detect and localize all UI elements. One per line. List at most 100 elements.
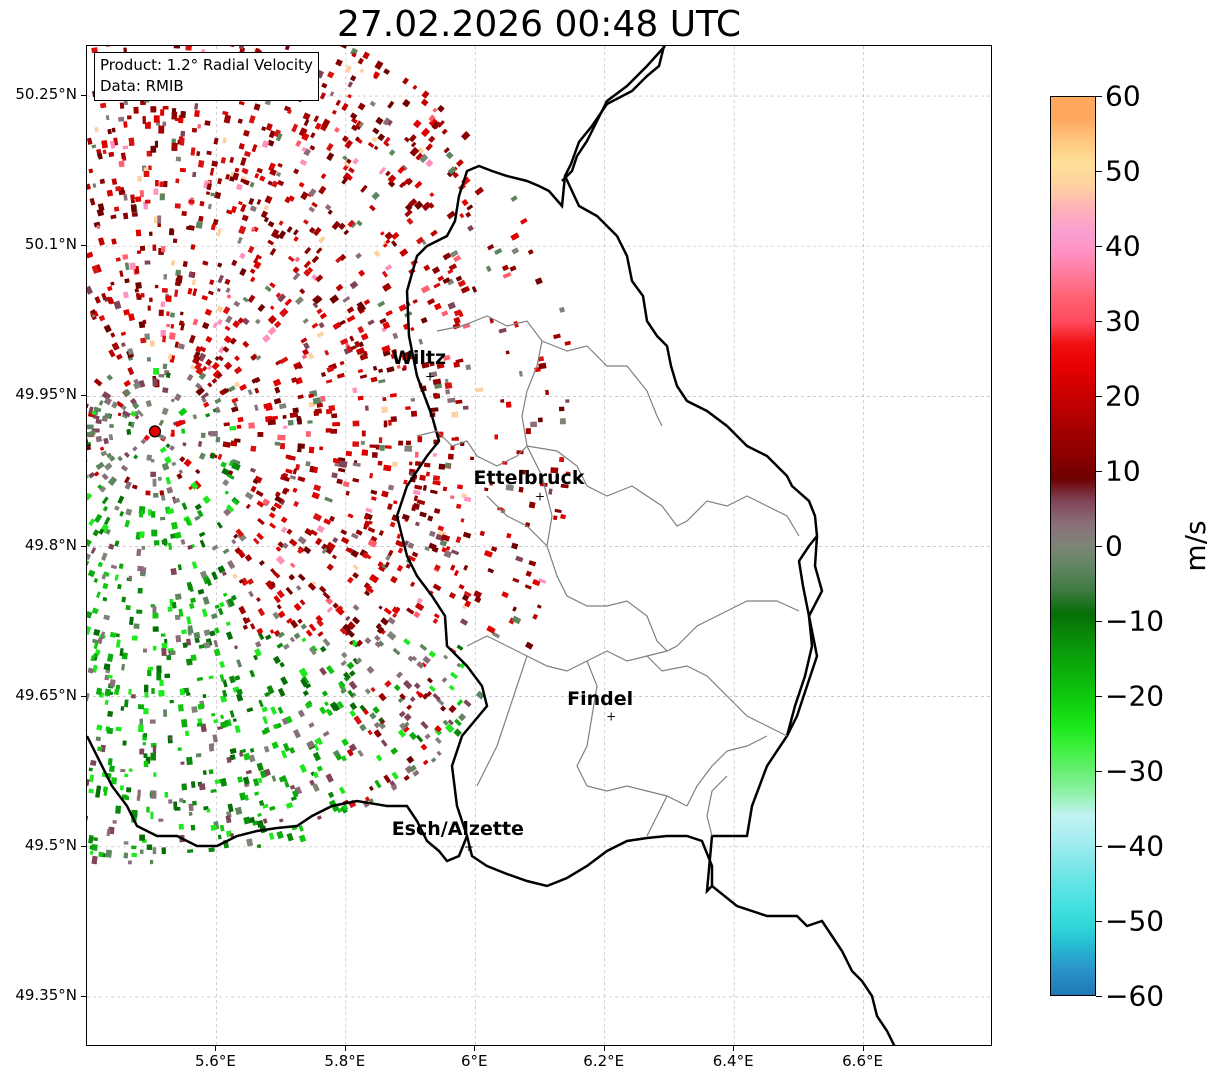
echo-pixel <box>107 128 112 135</box>
echo-pixel <box>196 676 204 682</box>
echo-pixel <box>293 632 301 640</box>
echo-pixel <box>100 102 107 109</box>
echo-pixel <box>305 461 311 467</box>
echo-pixel <box>225 287 231 294</box>
echo-pixel <box>367 729 373 736</box>
lon-tick <box>603 1046 605 1051</box>
echo-pixel <box>284 298 293 306</box>
echo-pixel <box>473 590 482 599</box>
echo-pixel <box>298 834 307 843</box>
echo-pixel <box>528 560 537 567</box>
echo-pixel <box>125 795 130 801</box>
echo-pixel <box>149 340 155 347</box>
echo-pixel <box>95 785 102 793</box>
echo-pixel <box>119 648 124 657</box>
echo-pixel <box>163 180 168 188</box>
echo-pixel <box>538 578 547 584</box>
echo-pixel <box>548 488 553 495</box>
echo-pixel <box>130 204 137 213</box>
echo-pixel <box>309 779 315 786</box>
echo-pixel <box>428 650 437 658</box>
echo-pixel <box>144 333 151 340</box>
echo-pixel <box>372 706 380 714</box>
echo-pixel <box>217 274 224 284</box>
echo-pixel <box>502 272 512 279</box>
echo-pixel <box>311 201 318 208</box>
echo-pixel <box>360 184 368 193</box>
echo-pixel <box>87 538 92 547</box>
echo-pixel <box>383 774 392 784</box>
echo-pixel <box>139 245 146 251</box>
echo-pixel <box>538 417 543 423</box>
echo-pixel <box>115 684 121 691</box>
echo-pixel <box>281 488 289 495</box>
echo-pixel <box>565 471 571 476</box>
echo-pixel <box>372 365 378 371</box>
echo-pixel <box>278 776 285 783</box>
echo-pixel <box>117 116 125 122</box>
echo-pixel <box>391 771 399 780</box>
echo-pixel <box>151 688 155 694</box>
echo-pixel <box>352 441 360 447</box>
echo-pixel <box>194 361 203 371</box>
echo-pixel <box>338 222 346 230</box>
echo-pixel <box>236 688 243 696</box>
echo-pixel <box>304 246 312 255</box>
echo-pixel <box>106 296 114 304</box>
echo-pixel <box>163 538 168 546</box>
echo-pixel <box>258 699 264 708</box>
echo-pixel <box>420 743 428 751</box>
echo-pixel <box>212 322 219 329</box>
echo-pixel <box>171 461 177 467</box>
echo-pixel <box>133 381 141 390</box>
echo-pixel <box>353 715 363 725</box>
echo-pixel <box>90 547 97 555</box>
echo-pixel <box>201 397 207 404</box>
echo-pixel <box>444 378 449 384</box>
echo-pixel <box>322 638 331 647</box>
echo-pixel <box>298 667 309 678</box>
echo-pixel <box>315 614 323 623</box>
echo-pixel <box>135 281 142 289</box>
echo-pixel <box>233 533 239 539</box>
echo-pixel <box>206 578 212 587</box>
echo-pixel <box>111 401 119 409</box>
echo-pixel <box>389 393 397 398</box>
echo-pixel <box>428 135 436 143</box>
echo-pixel <box>197 718 203 724</box>
echo-pixel <box>456 644 464 651</box>
echo-pixel <box>271 180 279 188</box>
echo-pixel <box>217 453 223 460</box>
radar-map[interactable]: + + + + <box>86 45 992 1046</box>
echo-pixel <box>316 815 322 820</box>
echo-pixel <box>405 440 411 446</box>
echo-pixel <box>175 178 180 184</box>
echo-pixel <box>326 665 335 675</box>
echo-pixel <box>298 127 308 137</box>
echo-pixel <box>162 335 166 343</box>
echo-pixel <box>123 841 129 845</box>
echo-pixel <box>208 769 214 775</box>
echo-pixel <box>232 573 238 579</box>
echo-pixel <box>150 752 156 761</box>
echo-pixel <box>437 275 445 282</box>
lat-tick-label: 49.8°N <box>24 535 77 554</box>
echo-pixel <box>154 140 159 148</box>
echo-pixel <box>313 296 323 305</box>
echo-pixel <box>232 498 239 505</box>
echo-pixel <box>270 581 276 587</box>
echo-pixel <box>396 564 404 572</box>
echo-pixel <box>297 363 303 370</box>
echo-pixel <box>370 686 376 693</box>
echo-pixel <box>290 619 299 629</box>
echo-pixel <box>106 727 114 735</box>
echo-pixel <box>166 323 171 328</box>
echo-pixel <box>101 391 112 401</box>
echo-pixel <box>455 536 462 544</box>
echo-pixel <box>210 789 217 794</box>
echo-pixel <box>343 671 351 681</box>
echo-pixel <box>316 308 323 315</box>
colorbar-tick-label: 20 <box>1105 379 1141 413</box>
echo-pixel <box>292 790 299 798</box>
echo-pixel <box>335 606 345 616</box>
